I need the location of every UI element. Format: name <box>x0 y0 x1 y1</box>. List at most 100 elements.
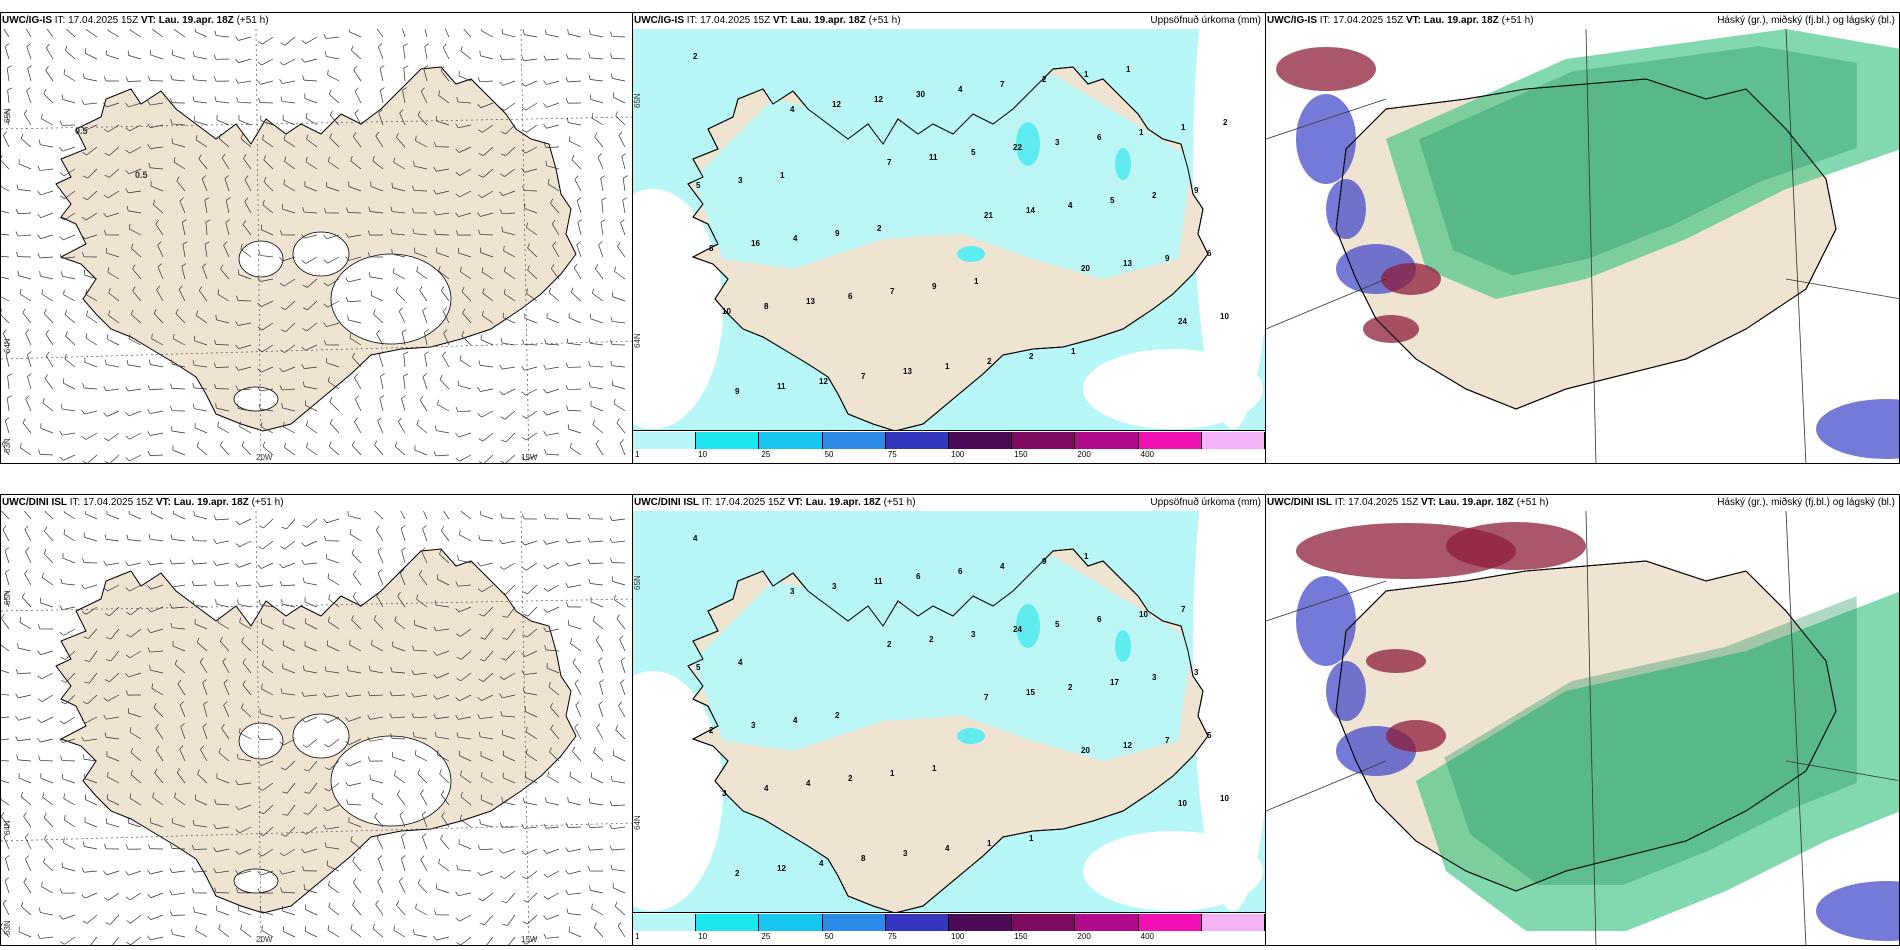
wind-barb <box>523 797 538 806</box>
wind-barb <box>433 451 450 457</box>
wind-barb <box>59 936 76 945</box>
colorbar-tick: 10 <box>698 450 708 459</box>
lat-label: 63N <box>3 920 12 935</box>
colorbar-swatch <box>949 432 1013 449</box>
wind-barb <box>84 650 98 662</box>
wind-barb <box>39 271 54 280</box>
wind-barb <box>150 181 164 192</box>
wind-barb <box>433 650 450 656</box>
wind-barb <box>126 360 142 368</box>
wind-barb <box>19 289 32 302</box>
low-cloud <box>1381 263 1441 295</box>
wind-barb <box>422 525 428 542</box>
wind-barb <box>522 628 538 638</box>
wind-barb <box>500 102 516 111</box>
wind-barb <box>156 285 164 302</box>
wind-barb <box>150 49 164 60</box>
wind-barb <box>440 66 450 82</box>
wind-barb <box>45 351 54 368</box>
wind-barb <box>593 747 604 762</box>
wind-barb <box>443 511 450 520</box>
wind-barb <box>129 727 142 740</box>
precip-value: 13 <box>1123 259 1132 268</box>
wind-barb <box>414 445 428 456</box>
wind-barb <box>590 597 604 608</box>
wind-barb <box>355 395 362 412</box>
wind-barb <box>391 182 406 192</box>
precip-value: 3 <box>1152 673 1157 682</box>
cloud-map <box>1266 29 1899 463</box>
precip-value: 5 <box>1055 620 1060 629</box>
wind-panel-row1: UWC/IG-IS IT: 17.04.2025 15Z VT: Lau. 19… <box>0 12 633 464</box>
wind-barb <box>103 560 120 566</box>
wind-barb <box>235 540 252 548</box>
wind-barb <box>221 723 230 740</box>
precip-core <box>1016 122 1040 166</box>
wind-barb <box>147 935 164 941</box>
wind-barb <box>257 848 274 857</box>
wind-barb <box>5 351 11 368</box>
wind-barb <box>59 914 76 920</box>
wind-barb <box>2 525 10 542</box>
colorbar-swatch <box>822 914 886 931</box>
wind-barb <box>614 901 626 916</box>
wind-barb <box>433 166 450 172</box>
wind-barb <box>567 620 582 630</box>
colorbar-swatch <box>1201 914 1265 931</box>
wind-barb <box>305 157 318 170</box>
wind-barb <box>601 197 607 214</box>
precip-value: 1 <box>1029 834 1034 843</box>
wind-barb <box>480 511 494 520</box>
wind-barb <box>284 442 296 456</box>
mid-cloud <box>1816 399 1899 459</box>
wind-barb <box>349 333 362 346</box>
wind-barb <box>235 562 252 568</box>
wind-barb <box>400 511 406 520</box>
wind-barb <box>455 123 472 129</box>
wind-barb <box>81 124 98 131</box>
wind-barb <box>370 290 384 302</box>
wind-barb <box>235 826 252 834</box>
wind-barb <box>501 432 516 443</box>
wind-barb <box>588 798 604 806</box>
wind-barb <box>216 905 230 916</box>
high-cloud-core <box>1444 596 1857 885</box>
wind-barb <box>192 360 208 368</box>
wind-barb <box>217 421 230 434</box>
wind-barb <box>257 735 274 741</box>
wind-barb <box>261 683 274 696</box>
precip-value: 3 <box>971 630 976 639</box>
wind-barb <box>590 313 604 324</box>
wind-barb <box>214 887 230 894</box>
wind-barb <box>323 278 340 287</box>
colorbar-tick <box>1202 450 1265 462</box>
wind-barb <box>412 731 428 740</box>
wind-barb <box>375 899 384 916</box>
wind-barb <box>3 833 10 850</box>
wind-barb <box>304 597 318 608</box>
wind-barb <box>436 115 450 126</box>
wind-barb <box>216 115 230 126</box>
wind-barb <box>567 29 582 38</box>
wind-barb <box>478 229 494 236</box>
wind-barb <box>304 640 318 652</box>
precip-value: 5 <box>696 181 701 190</box>
wind-barb <box>81 99 98 105</box>
wind-barb <box>352 352 362 368</box>
wind-barb <box>236 753 252 762</box>
wind-barb <box>353 878 362 894</box>
wind-barb <box>499 364 516 370</box>
wind-barb <box>565 538 582 544</box>
wind-barb <box>63 289 76 302</box>
wind-barb <box>457 555 472 564</box>
wind-barb <box>176 176 186 192</box>
wind-barb <box>107 267 120 280</box>
wind-barb <box>372 923 384 938</box>
wind-barb <box>323 208 340 214</box>
lat-label: 63N <box>3 438 12 453</box>
wind-barb <box>423 511 428 520</box>
wind-barb <box>175 308 186 324</box>
wind-barb <box>279 278 296 287</box>
wind-barb <box>367 691 384 697</box>
wind-barb <box>27 351 32 368</box>
